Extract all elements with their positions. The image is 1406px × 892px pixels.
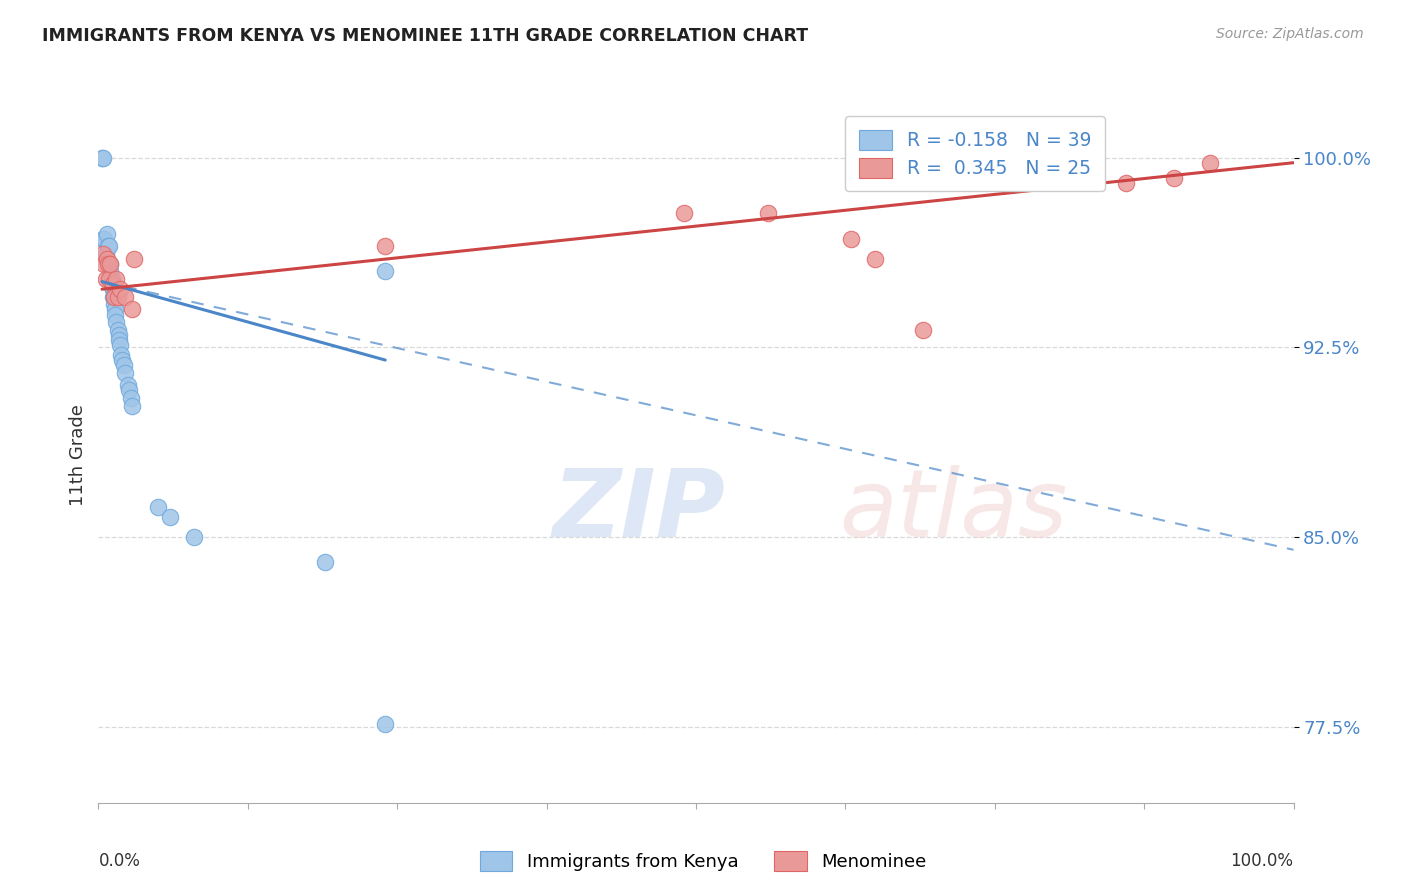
Point	[756, 206, 779, 220]
Point	[374, 239, 396, 253]
Text: atlas: atlas	[839, 465, 1067, 556]
Point	[315, 556, 337, 570]
Point	[91, 151, 114, 165]
Point	[148, 500, 170, 514]
Point	[91, 247, 114, 261]
Point	[105, 272, 128, 286]
Point	[118, 384, 141, 398]
Point	[93, 257, 115, 271]
Point	[107, 323, 129, 337]
Point	[121, 302, 143, 317]
Point	[101, 277, 124, 292]
Point	[103, 297, 125, 311]
Point	[112, 358, 135, 372]
Point	[114, 290, 136, 304]
Point	[839, 231, 862, 245]
Point	[863, 252, 886, 266]
Text: 100.0%: 100.0%	[1230, 852, 1294, 870]
Point	[107, 333, 129, 347]
Point	[98, 272, 121, 286]
Point	[103, 290, 125, 304]
Point	[911, 323, 934, 337]
Point	[98, 257, 122, 271]
Point	[159, 509, 181, 524]
Text: IMMIGRANTS FROM KENYA VS MENOMINEE 11TH GRADE CORRELATION CHART: IMMIGRANTS FROM KENYA VS MENOMINEE 11TH …	[42, 27, 808, 45]
Y-axis label: 11th Grade: 11th Grade	[69, 404, 87, 506]
Text: ZIP: ZIP	[553, 465, 725, 557]
Point	[100, 277, 122, 292]
Text: Source: ZipAtlas.com: Source: ZipAtlas.com	[1216, 27, 1364, 41]
Point	[98, 239, 121, 253]
Point	[972, 155, 994, 169]
Point	[124, 252, 146, 266]
Point	[108, 338, 131, 352]
Point	[114, 366, 136, 380]
Point	[107, 290, 129, 304]
Point	[98, 264, 122, 278]
Point	[120, 391, 142, 405]
Point	[103, 290, 125, 304]
Point	[111, 353, 134, 368]
Text: 0.0%: 0.0%	[98, 852, 141, 870]
Point	[94, 272, 117, 286]
Point	[91, 151, 114, 165]
Point	[94, 247, 117, 261]
Point	[121, 399, 143, 413]
Point	[91, 231, 114, 245]
Point	[101, 282, 124, 296]
Legend: R = -0.158   N = 39, R =  0.345   N = 25: R = -0.158 N = 39, R = 0.345 N = 25	[845, 117, 1105, 191]
Point	[96, 227, 118, 241]
Point	[673, 206, 696, 220]
Point	[1198, 155, 1220, 169]
Point	[100, 272, 122, 286]
Point	[96, 252, 118, 266]
Point	[93, 231, 115, 245]
Point	[374, 264, 396, 278]
Point	[110, 348, 132, 362]
Point	[101, 282, 124, 296]
Point	[117, 378, 139, 392]
Point	[1115, 176, 1137, 190]
Point	[104, 308, 127, 322]
Point	[1163, 170, 1185, 185]
Point	[374, 717, 396, 731]
Point	[104, 302, 127, 317]
Point	[183, 530, 205, 544]
Point	[98, 257, 122, 271]
Legend: Immigrants from Kenya, Menominee: Immigrants from Kenya, Menominee	[472, 844, 934, 879]
Point	[97, 257, 120, 271]
Point	[108, 282, 131, 296]
Point	[98, 257, 121, 271]
Point	[107, 327, 129, 342]
Point	[105, 315, 128, 329]
Point	[101, 290, 124, 304]
Point	[97, 239, 120, 253]
